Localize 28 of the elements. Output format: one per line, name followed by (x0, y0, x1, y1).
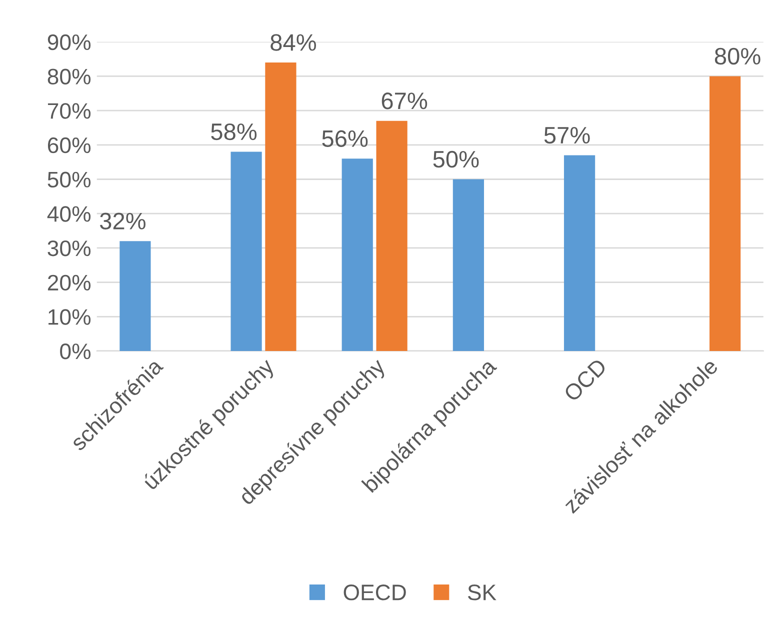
y-tick-label: 60% (48, 137, 91, 154)
y-tick-label: 0% (60, 344, 91, 360)
bar (376, 120, 408, 351)
data-label: 58% (211, 123, 257, 140)
data-label: 56% (322, 130, 368, 148)
bar (452, 179, 484, 351)
bar (265, 62, 296, 351)
y-tick-label: 70% (48, 103, 91, 119)
bar (120, 241, 151, 351)
y-tick-label: 20% (48, 274, 91, 291)
data-label: 32% (100, 212, 146, 230)
bar (230, 152, 262, 351)
y-tick-label: 50% (48, 172, 91, 188)
data-label: 84% (270, 34, 316, 51)
bar (710, 76, 741, 351)
data-label: 67% (382, 92, 428, 110)
bar (564, 155, 596, 351)
y-tick-label: 30% (48, 240, 91, 256)
data-label: 50% (433, 150, 479, 168)
data-label: 57% (544, 126, 590, 144)
bar (342, 158, 373, 351)
legend-label: SK (468, 584, 496, 600)
data-label: 80% (714, 48, 760, 65)
y-tick-label: 10% (48, 309, 91, 325)
y-tick-label: 80% (48, 68, 91, 84)
y-tick-label: 90% (48, 34, 91, 50)
legend-label: OECD (344, 584, 406, 600)
y-tick-label: 40% (47, 206, 91, 222)
